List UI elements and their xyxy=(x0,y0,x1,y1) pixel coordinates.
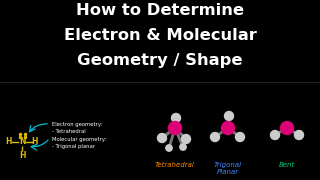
Text: H: H xyxy=(32,138,38,147)
Text: N: N xyxy=(19,138,25,147)
Circle shape xyxy=(225,111,234,120)
Text: Geometry / Shape: Geometry / Shape xyxy=(77,53,243,68)
Circle shape xyxy=(270,130,279,140)
Text: How to Determine: How to Determine xyxy=(76,3,244,18)
Circle shape xyxy=(169,122,181,134)
Text: Trigonal
Planar: Trigonal Planar xyxy=(214,162,242,175)
Text: H: H xyxy=(6,138,12,147)
Circle shape xyxy=(294,130,303,140)
Circle shape xyxy=(181,134,190,143)
Text: Molecular geometry:
- Trigonal planar: Molecular geometry: - Trigonal planar xyxy=(52,137,106,149)
Text: Electron & Molecular: Electron & Molecular xyxy=(64,28,256,43)
Text: H: H xyxy=(19,150,25,159)
Circle shape xyxy=(166,145,172,151)
Circle shape xyxy=(172,114,180,123)
Circle shape xyxy=(221,122,235,134)
Circle shape xyxy=(211,132,220,141)
Circle shape xyxy=(180,144,186,150)
Text: Tetrahedral: Tetrahedral xyxy=(155,162,195,168)
Circle shape xyxy=(281,122,293,134)
Circle shape xyxy=(157,134,166,143)
Circle shape xyxy=(236,132,244,141)
Text: Electron geometry:
- Tetrahedral: Electron geometry: - Tetrahedral xyxy=(52,122,102,134)
Text: Bent: Bent xyxy=(279,162,295,168)
